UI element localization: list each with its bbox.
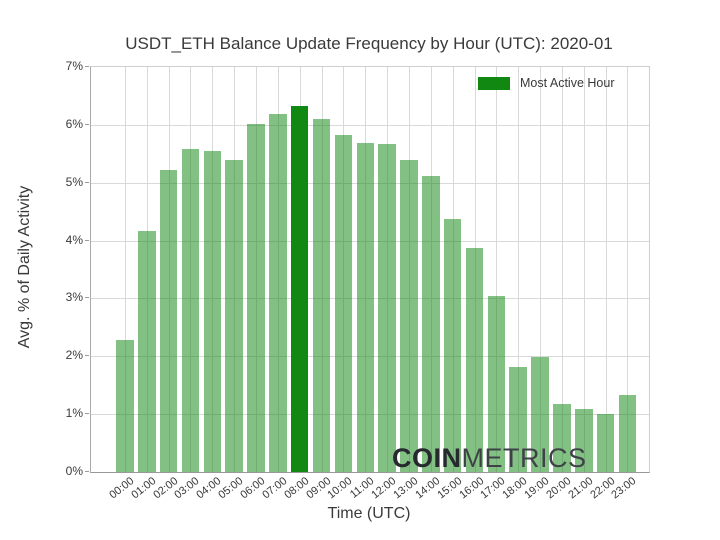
bar-23:00 (618, 395, 637, 472)
x-tick-label-01:00: 01:00 (129, 475, 159, 502)
y-tick-label-1%: 1% (65, 406, 83, 421)
gridline-vertical-00:00 (124, 67, 126, 472)
bar-15:00 (443, 219, 462, 472)
gridline-vertical-19:00 (540, 67, 542, 472)
coinmetrics-watermark: COINMETRICS (392, 445, 587, 472)
x-tick-label-15:00: 15:00 (434, 475, 465, 502)
y-tick-label-0%: 0% (65, 464, 83, 478)
y-tick-label-6%: 6% (65, 116, 83, 131)
y-tick-mark (85, 123, 89, 125)
plot-area (90, 66, 650, 473)
bar-20:00 (553, 403, 571, 472)
gridline-vertical-17:00 (496, 67, 498, 472)
bar-13:00 (400, 160, 418, 472)
y-tick-mark (85, 471, 89, 472)
bar-02:00 (159, 170, 178, 472)
bar-04:00 (203, 150, 222, 472)
x-axis-label: Time (UTC) (327, 505, 411, 522)
bar-14:00 (422, 175, 440, 472)
x-tick-label-23:00: 23:00 (609, 475, 639, 502)
bar-05:00 (225, 160, 243, 472)
x-tick-label-08:00: 08:00 (281, 475, 312, 502)
bar-03:00 (181, 148, 200, 472)
y-tick-label-5%: 5% (65, 174, 83, 189)
gridline-vertical-18:00 (518, 67, 520, 472)
bar-07:00 (269, 113, 287, 472)
y-tick-mark (85, 239, 89, 241)
bar-21:00 (575, 408, 593, 472)
watermark-coin: COIN (392, 443, 462, 473)
legend-swatch-most-active-hour (478, 76, 510, 90)
bar-17:00 (487, 296, 506, 472)
x-tick-label-14:00: 14:00 (413, 475, 443, 502)
bar-00:00 (116, 340, 134, 472)
gridline-horizontal-6 (91, 124, 649, 126)
y-tick-mark (85, 181, 89, 183)
bar-22:00 (596, 414, 615, 472)
gridline-vertical-23:00 (627, 67, 629, 472)
bar-01:00 (138, 230, 156, 472)
y-tick-label-2%: 2% (65, 348, 83, 363)
watermark-metrics: METRICS (461, 443, 587, 473)
y-axis-label: Avg. % of Daily Activity (16, 185, 33, 349)
legend-label: Most Active Hour (520, 76, 615, 90)
bar-08:00 (290, 106, 309, 472)
bar-18:00 (509, 366, 527, 472)
bar-06:00 (247, 124, 265, 472)
y-tick-mark (85, 413, 89, 415)
y-tick-mark (85, 297, 89, 299)
y-tick-label-4%: 4% (65, 232, 83, 247)
bar-16:00 (465, 247, 484, 472)
gridline-vertical-20:00 (561, 67, 563, 472)
y-tick-mark (85, 66, 89, 67)
y-tick-label-3%: 3% (65, 290, 83, 305)
legend: Most Active Hour (478, 76, 614, 90)
bar-12:00 (378, 143, 396, 472)
bar-19:00 (531, 357, 549, 472)
y-tick-label-7%: 7% (65, 59, 83, 73)
gridline-vertical-21:00 (583, 67, 585, 472)
y-tick-mark (85, 355, 89, 357)
bar-09:00 (312, 119, 331, 472)
chart-title: USDT_ETH Balance Update Frequency by Hou… (125, 34, 613, 53)
x-tick-label-21:00: 21:00 (566, 475, 596, 502)
bar-10:00 (334, 135, 353, 472)
bar-11:00 (356, 142, 374, 472)
gridline-vertical-22:00 (605, 67, 607, 472)
